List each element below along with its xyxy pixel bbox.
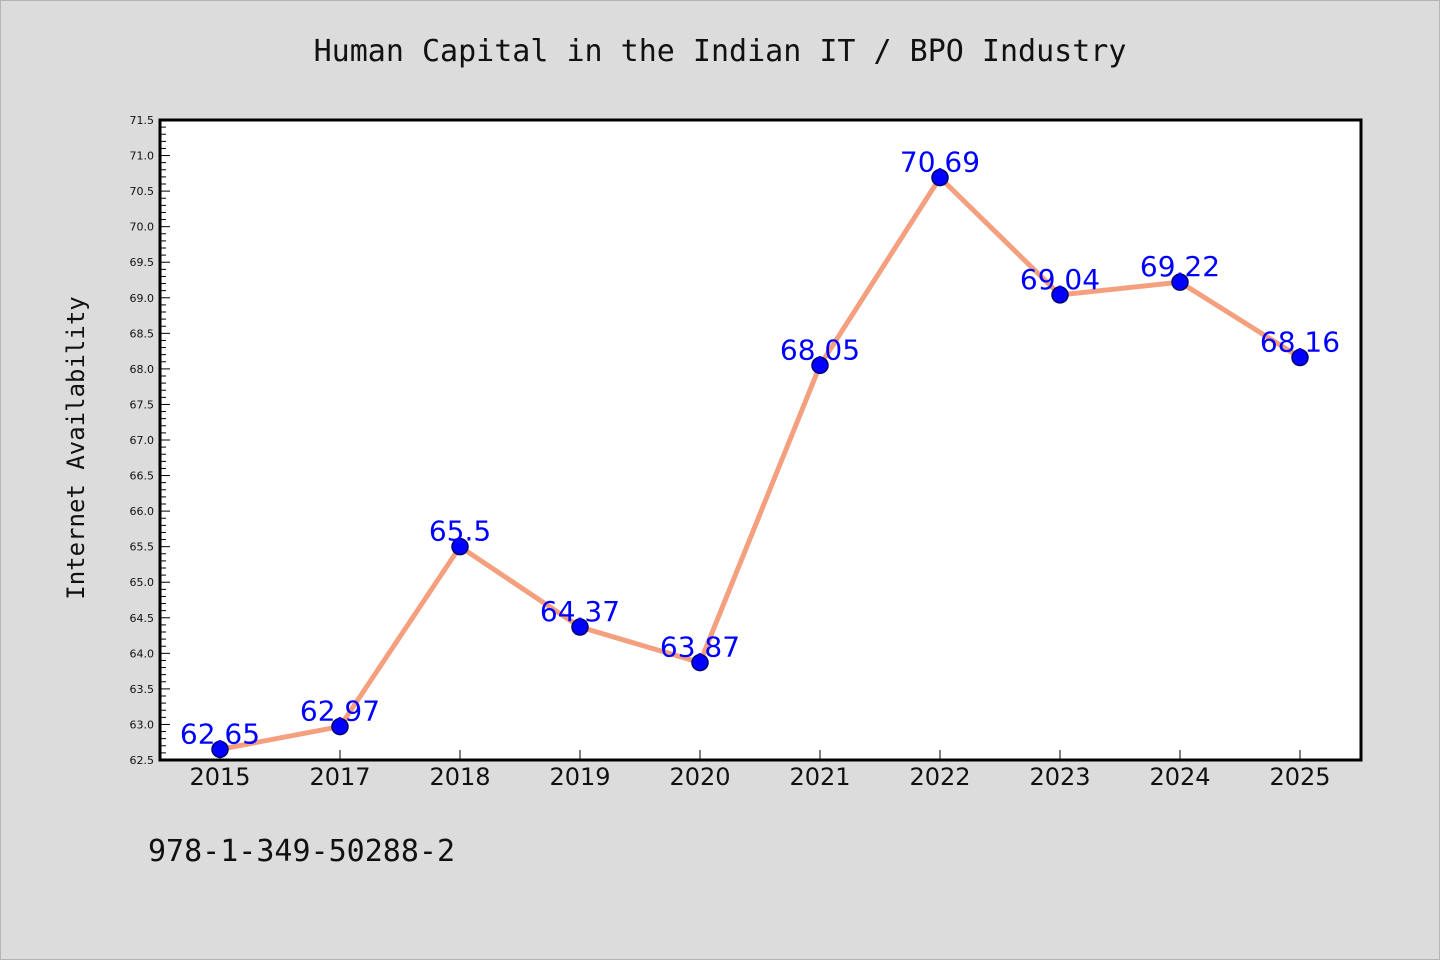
data-label: 69.04 [1020,263,1100,296]
y-tick-label: 65.5 [130,541,155,554]
data-label: 62.97 [300,695,380,728]
y-tick-label: 69.5 [130,256,155,269]
data-point [1291,348,1309,367]
y-tick-label: 71.0 [130,150,155,163]
data-label: 68.05 [780,333,860,366]
y-tick-label: 64.5 [130,612,155,625]
data-point [931,168,949,187]
chart-title: Human Capital in the Indian IT / BPO Ind… [313,34,1127,69]
data-label: 65.5 [429,515,491,548]
y-tick-label: 68.0 [130,363,155,376]
series-line [217,175,1303,752]
data-point [211,740,229,759]
data-point [331,717,349,736]
data-point [811,356,829,375]
y-tick-label: 64.0 [130,647,155,660]
y-tick-label: 66.5 [130,470,155,483]
data-label: 69.22 [1140,250,1220,283]
x-tick-label: 2020 [669,763,730,791]
data-label: 68.16 [1260,326,1340,359]
data-label: 62.65 [180,717,260,750]
x-tick-label: 2022 [909,763,970,791]
y-tick-label: 67.0 [130,434,155,447]
y-tick-label: 70.0 [130,221,155,234]
x-tick-label: 2023 [1029,763,1090,791]
y-tick-label: 62.5 [130,754,155,767]
x-tick-label: 2024 [1149,763,1210,791]
data-point [451,537,469,556]
data-point [571,618,589,636]
y-tick-label: 65.0 [130,576,155,589]
data-point [1051,286,1069,304]
x-tick-label: 2018 [429,763,490,791]
y-tick-label: 67.5 [130,398,155,411]
data-label: 63.87 [660,631,740,664]
x-tick-label: 2015 [189,763,250,791]
y-tick-label: 68.5 [130,327,155,340]
data-label: 64.37 [540,595,620,628]
data-label: 70.69 [900,146,980,179]
y-tick-label: 69.0 [130,292,155,305]
footer-code: 978-1-349-50288-2 [148,834,456,869]
x-axis-ticks: 2015 2017 2018 2019 2020 2021 2022 2023 2024 2025 [189,750,1331,791]
series-group: 62.65 62.97 65.5 64.37 63.87 68.05 70.69 69.04 6… [180,146,1340,759]
plot-area [158,118,1363,762]
data-point [691,653,709,672]
y-axis-ticks: 62.5 63.0 63.5 64.0 64.5 65.0 65.5 66.0 66.5 67.0… [130,114,170,767]
y-tick-label: 63.5 [130,683,155,696]
y-tick-label: 66.0 [130,505,155,518]
x-tick-label: 2017 [309,763,370,791]
y-tick-label: 70.5 [130,185,155,198]
x-tick-label: 2019 [549,763,610,791]
data-point [1171,273,1189,291]
y-tick-label: 63.0 [130,718,155,731]
x-tick-label: 2025 [1269,763,1330,791]
x-tick-label: 2021 [789,763,850,791]
y-tick-label: 71.5 [130,114,155,127]
